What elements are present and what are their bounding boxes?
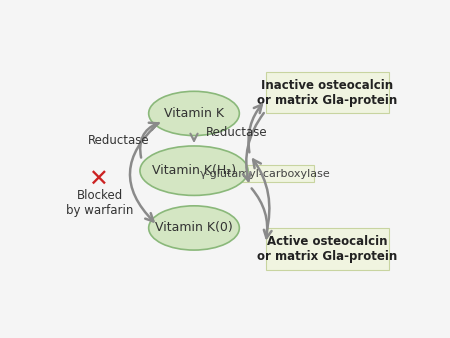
Text: Reductase: Reductase bbox=[206, 126, 268, 140]
Text: ✕: ✕ bbox=[88, 168, 107, 192]
Text: Blocked
by warfarin: Blocked by warfarin bbox=[66, 189, 134, 217]
FancyBboxPatch shape bbox=[266, 228, 389, 270]
Text: Vitamin K: Vitamin K bbox=[164, 107, 224, 120]
Text: Inactive osteocalcin
or matrix Gla-protein: Inactive osteocalcin or matrix Gla-prote… bbox=[257, 79, 397, 106]
FancyBboxPatch shape bbox=[217, 166, 314, 183]
Text: Vitamin K(H₂): Vitamin K(H₂) bbox=[152, 164, 236, 177]
Text: Reductase: Reductase bbox=[88, 134, 149, 147]
Text: γ-glutamyl-carboxylase: γ-glutamyl-carboxylase bbox=[200, 169, 331, 179]
Ellipse shape bbox=[148, 206, 239, 250]
Text: Active osteocalcin
or matrix Gla-protein: Active osteocalcin or matrix Gla-protein bbox=[257, 235, 397, 263]
FancyBboxPatch shape bbox=[266, 72, 389, 114]
Ellipse shape bbox=[140, 146, 248, 195]
Text: Vitamin K(0): Vitamin K(0) bbox=[155, 221, 233, 235]
Ellipse shape bbox=[148, 91, 239, 136]
